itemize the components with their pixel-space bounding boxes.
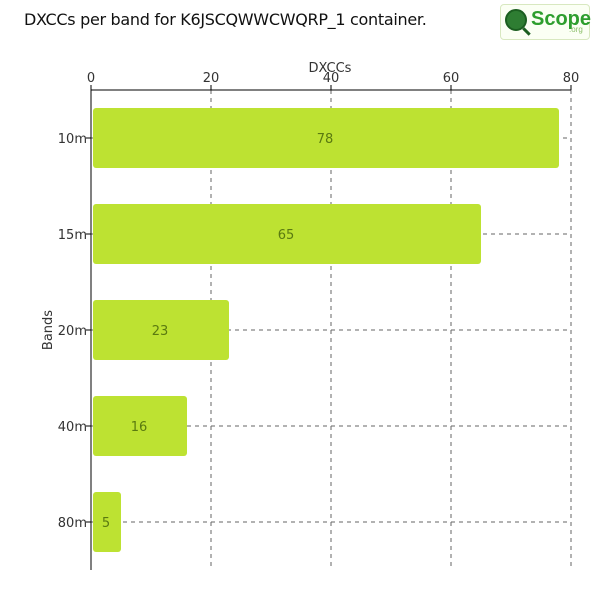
x-tick-label: 60 [443,71,460,86]
bar-value-label: 23 [152,324,169,339]
bar [93,300,229,360]
magnifier-icon [505,9,527,31]
bar [93,108,559,168]
bar-value-label: 5 [102,516,110,531]
x-tick-label: 20 [203,71,220,86]
bar [93,492,121,552]
logo-org: .org [569,25,583,34]
y-tick-label: 80m [58,516,87,531]
y-tick-label: 40m [58,420,87,435]
bar-value-label: 65 [278,228,295,243]
bar [93,396,187,456]
bar [93,204,481,264]
y-tick-label: 20m [58,324,87,339]
x-tick-label: 80 [563,71,580,86]
bar-value-label: 78 [317,132,334,147]
y-tick-label: 15m [58,228,87,243]
logo-word: Scope [531,8,592,30]
y-axis-title: Bands [41,310,56,350]
x-tick-label: 0 [87,71,95,86]
qscope-logo: Scope .org [500,4,592,40]
x-axis-title: DXCCs [309,61,352,76]
bar-value-label: 16 [131,420,148,435]
x-tick-label: 40 [323,71,340,86]
y-tick-label: 10m [58,132,87,147]
chart-title: DXCCs per band for K6JSCQWWCWQRP_1 conta… [24,10,427,29]
